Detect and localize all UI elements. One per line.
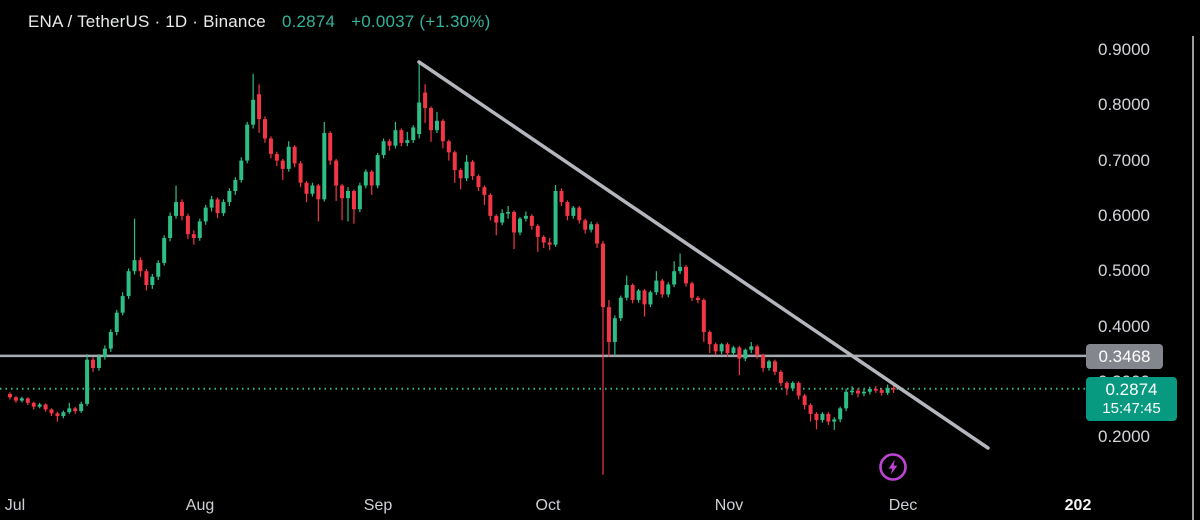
time-axis-month-label: Dec [888,497,918,514]
time-axis-year-label: 202 [1064,497,1092,514]
time-axis-month-label: Jul [4,497,26,514]
flash-event-icon[interactable] [876,450,910,484]
time-axis-month-label: Sep [363,497,393,514]
price-axis-label: 0.7000 [1098,150,1150,170]
candle-countdown-timer: 15:47:45 [1102,400,1161,417]
time-axis-month-label: Aug [185,497,215,514]
last-price-value: 0.2874 [281,12,336,31]
level-price-badge: 0.3468 [1086,344,1163,369]
price-axis-label: 0.9000 [1098,40,1150,59]
symbol-title[interactable]: ENA / TetherUS · 1D · Binance [28,12,266,31]
time-axis-month-label: Nov [714,497,744,514]
current-price-value: 0.2874 [1105,380,1158,399]
current-price-badge: 0.2874 15:47:45 [1086,377,1177,421]
chart-legend[interactable]: ENA / TetherUS · 1D · Binance 0.2874 +0.… [28,12,490,32]
window-edge-divider [1192,36,1194,520]
price-axis-label: 0.4000 [1098,316,1150,336]
time-axis-month-label: Oct [535,497,561,514]
price-axis-label: 0.2000 [1098,427,1150,447]
price-axis-label: 0.6000 [1098,205,1150,225]
price-axis-label: 0.8000 [1098,95,1150,115]
price-change-value: +0.0037 (+1.30%) [351,12,491,31]
price-axis-label: 0.5000 [1098,261,1150,281]
